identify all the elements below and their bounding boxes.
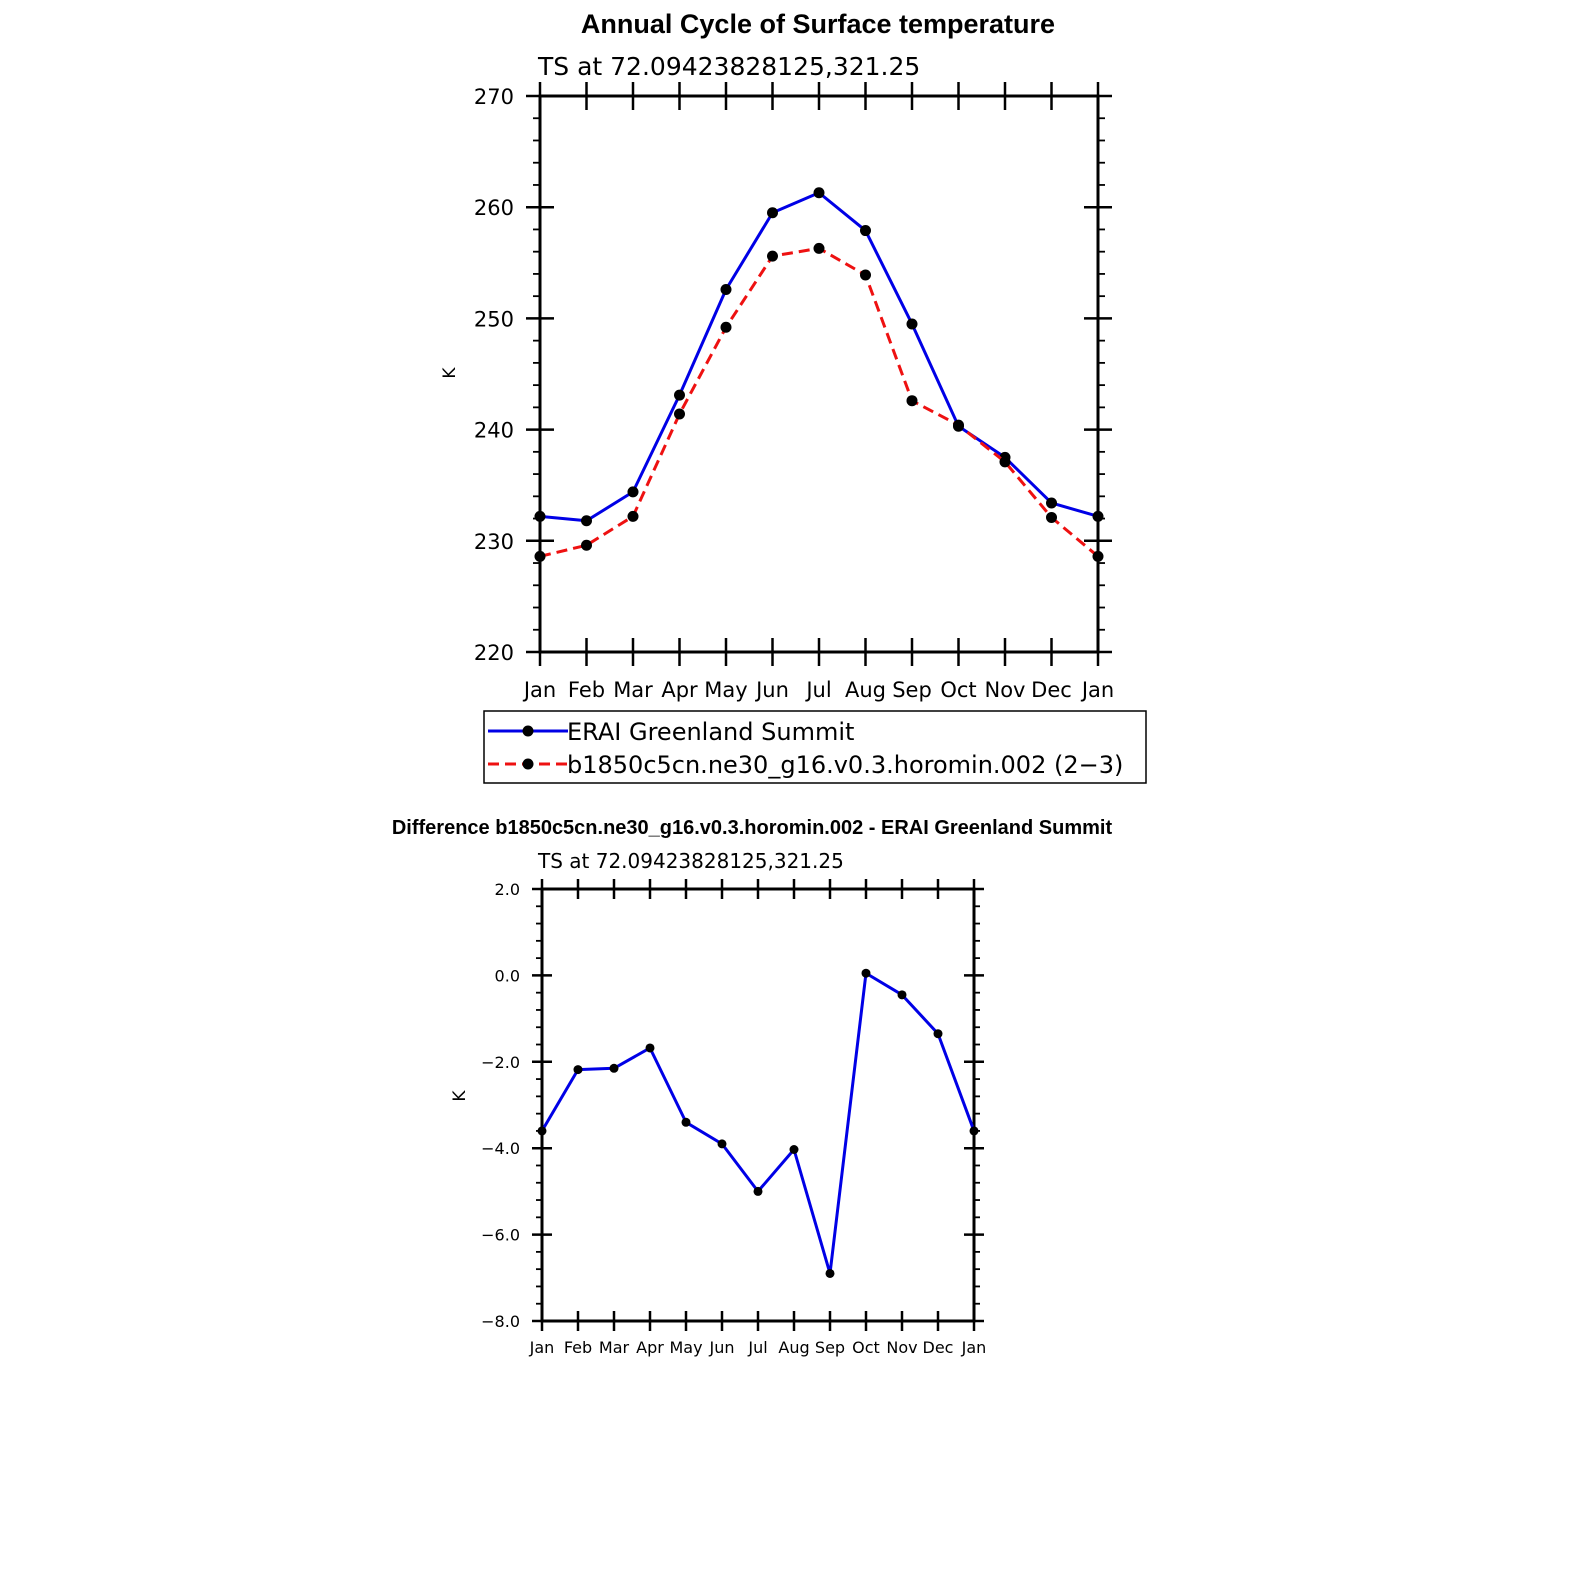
chart1-series-1-point [627,510,639,522]
chart2-y-tick-label: −6.0 [481,1226,520,1245]
chart1-plot: Jan Feb Mar Apr May Jun Jul Aug Sep Oct Nov Dec Jan 2… [474,82,1114,702]
chart1-series-1-point [813,242,825,254]
chart2-y-tick-label: −4.0 [481,1139,520,1158]
chart1-series-1-point [999,456,1011,468]
chart1-series-1-point [1092,550,1104,562]
chart1-series-0-point [581,515,592,527]
chart1-series-1-point [906,395,918,407]
chart1-series-1-point [674,408,685,420]
chart2-series-0-point [537,1126,547,1136]
chart2-series-0-point [645,1043,655,1053]
chart1-subtitle: TS at 72.09423828125,321.25 [537,52,920,81]
chart1-x-tick-label: May [704,678,747,702]
chart1-y-tick-label: 270 [474,85,514,109]
legend-label-erai: ERAI Greenland Summit [567,718,854,746]
chart1-series-1-line [539,246,1099,558]
chart2-series-0-point [861,968,871,978]
chart1-series-0-point [1092,510,1104,522]
chart1-x-tick-label: Mar [613,678,653,702]
chart2-series-0-point [825,1268,835,1278]
chart1-series-0-point [627,486,639,498]
chart2-x-tick-label: Sep [815,1338,845,1357]
chart1-series-0-point [813,187,825,199]
legend-marker-erai [522,725,534,737]
chart2-series-0-point [933,1029,943,1039]
chart2-series-0-point [897,990,907,1000]
chart1-title: Annual Cycle of Surface temperature [581,9,1055,39]
chart1-series-0-point [860,225,871,237]
chart2-series-0-line [540,971,976,1275]
chart2-y-tick-label: 2.0 [495,880,520,899]
chart1-x-tick-label: Jun [754,678,789,702]
chart1-series-1-point [534,550,546,562]
chart1-series-1-point [953,419,964,431]
chart2-series-0-point [681,1117,691,1127]
chart1-x-tick-label: Jan [1080,678,1114,702]
chart1-x-tick-label: Sep [892,678,932,702]
chart2-y-tick-label: 0.0 [495,966,520,985]
chart1-series-0-point [674,389,685,401]
chart1-y-tick-label: 260 [474,196,514,220]
chart2-x-tick-label: Jun [709,1338,735,1357]
chart1-x-tick-label: Nov [985,678,1026,702]
chart1-x-tick-label: Feb [568,678,605,702]
chart2-x-tick-label: Jan [961,1338,987,1357]
chart2-series-0-point [789,1144,799,1154]
chart1-y-tick-label: 240 [474,419,514,443]
chart1-x-tick-label: Jul [804,678,831,702]
chart1-y-tick-label: 250 [474,307,514,331]
chart1-series-1-point [1046,511,1057,523]
chart1-series-0-point [1046,497,1057,509]
chart2-series-0-point [969,1126,979,1136]
chart2-x-tick-label: Nov [886,1338,917,1357]
chart2-x-tick-label: Dec [923,1338,954,1357]
chart1-series-1-point [720,321,732,333]
chart1-series-0-point [720,283,732,295]
chart1-series-0-point [534,510,546,522]
chart2-x-tick-label: Jan [529,1338,555,1357]
chart2-x-tick-label: May [669,1338,702,1357]
chart1-y-tick-label: 230 [474,530,514,554]
chart1-legend: ERAI Greenland Summit b1850c5cn.ne30_g16… [483,710,1147,784]
chart2-title: Difference b1850c5cn.ne30_g16.v0.3.horom… [392,817,1113,839]
legend-marker-model [522,758,534,770]
chart1-y-axis-label: K [440,367,460,379]
chart1-x-tick-label: Aug [845,678,886,702]
chart1-series-0-point [906,318,918,330]
chart1-series-1-point [581,539,592,551]
chart2-x-tick-label: Mar [599,1338,630,1357]
chart2-plot: Jan Feb Mar Apr May Jun Jul Aug Sep Oct Nov Dec Jan−… [481,879,986,1357]
chart2-frame [540,887,976,1323]
chart1-series-0-point [767,207,778,219]
chart1-y-tick-label: 220 [474,641,514,665]
chart2-x-tick-label: Feb [564,1338,592,1357]
chart2-x-tick-label: Apr [636,1338,664,1357]
chart2-series-0-point [753,1186,763,1196]
chart2-y-tick-label: −2.0 [481,1053,520,1072]
chart1-frame [538,94,1100,654]
chart2-x-tick-label: Aug [778,1338,809,1357]
chart1-x-tick-label: Oct [940,678,976,702]
chart2-series-0-point [609,1063,619,1073]
chart1-x-tick-label: Dec [1031,678,1072,702]
chart1-series-1-point [860,269,871,281]
chart2-series-0-point [717,1139,727,1149]
chart1-x-tick-label: Jan [522,678,556,702]
chart2-subtitle: TS at 72.09423828125,321.25 [537,849,844,873]
chart1-series-1-point [767,250,778,262]
chart1-x-tick-label: Apr [661,678,698,702]
chart2-series-0-point [573,1065,583,1075]
chart2-y-axis-label: K [450,1090,470,1102]
chart2-x-tick-label: Jul [747,1338,767,1357]
legend-label-model: b1850c5cn.ne30_g16.v0.3.horomin.002 (2−3… [567,751,1123,779]
chart2-y-tick-label: −8.0 [481,1312,520,1331]
chart2-x-tick-label: Oct [852,1338,880,1357]
legend-box [483,710,1147,784]
